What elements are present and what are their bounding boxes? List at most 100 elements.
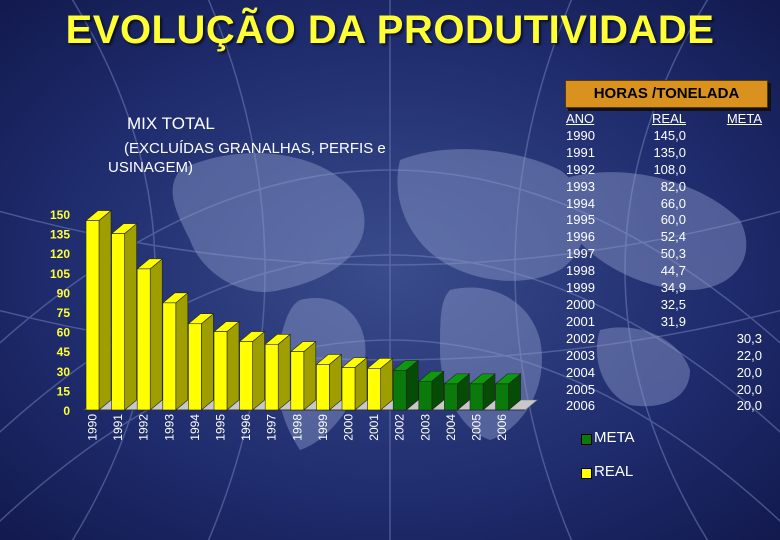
bar-side-real	[226, 320, 240, 411]
bar-side-real	[201, 313, 214, 411]
cell-ano: 1996	[566, 229, 595, 245]
bar-real	[316, 364, 330, 411]
y-tick-label: 0	[63, 404, 70, 418]
x-tick-label: 1999	[316, 414, 330, 441]
cell-real: 108,0	[653, 161, 686, 177]
bar-side-real	[124, 222, 137, 411]
bar-real	[239, 341, 253, 411]
cell-real: 60,0	[660, 212, 686, 228]
cell-ano: 1991	[566, 144, 595, 160]
cell-ano: 1994	[566, 195, 595, 211]
cell-ano: 1990	[566, 127, 595, 143]
mix-title: MIX TOTAL	[127, 114, 215, 133]
cell-meta	[686, 162, 762, 179]
table-row: 2005 20,0	[566, 382, 762, 399]
y-tick-label: 90	[57, 286, 71, 300]
x-tick-label: 2004	[444, 414, 458, 441]
cell-meta	[686, 212, 762, 229]
units-header-box: HORAS /TONELADA	[565, 80, 768, 108]
cell-meta	[686, 179, 762, 196]
x-tick-label: 1991	[111, 414, 125, 441]
cell-real: 44,7	[660, 263, 686, 279]
cell-ano: 2002	[566, 330, 595, 346]
table-row: 1997 50,3	[566, 246, 762, 263]
bar-meta	[469, 383, 484, 411]
bar-real	[85, 220, 100, 411]
table-row: 2000 32,5	[566, 297, 762, 314]
cell-ano: 2001	[566, 313, 595, 329]
x-tick-label: 1993	[162, 414, 176, 441]
table-row: 1993 82,0	[566, 179, 762, 196]
table-row: 1999 34,9	[566, 280, 762, 297]
y-tick-label: 75	[57, 306, 71, 320]
slide-title: EVOLUÇÃO DA PRODUTIVIDADE	[65, 8, 715, 52]
cell-ano: 1992	[566, 161, 595, 177]
bar-real	[367, 368, 381, 411]
x-tick-label: 2000	[342, 414, 356, 441]
cell-meta	[686, 297, 762, 314]
legend-label-real: REAL	[594, 463, 634, 480]
cell-meta	[686, 128, 762, 145]
cell-meta: 20,0	[736, 398, 762, 414]
x-tick-label: 2003	[418, 414, 432, 441]
bar-real	[264, 343, 279, 411]
cell-ano: 2003	[566, 347, 595, 363]
table-row: 1994 66,0	[566, 196, 762, 213]
table-header-row: ANO REAL META	[566, 111, 762, 128]
cell-real	[636, 348, 686, 365]
table-row: 1998 44,7	[566, 263, 762, 280]
table-body: 1990 145,0 1991 135,0 1992 108,0 1993 82,0 1994 6…	[566, 128, 762, 415]
productivity-table: ANO REAL META 1990 145,0 1991 135,0 1992 108,…	[566, 111, 762, 415]
cell-real	[636, 331, 686, 348]
cell-meta: 30,3	[736, 330, 762, 346]
legend-label-meta: META	[594, 429, 635, 446]
cell-ano: 2005	[566, 381, 595, 397]
cell-ano: 2000	[566, 296, 595, 312]
x-tick-label: 1995	[214, 414, 228, 441]
bar-real	[188, 323, 202, 411]
bar-side-real	[277, 333, 291, 411]
bar-side-real	[98, 209, 112, 411]
cell-real: 82,0	[660, 178, 686, 194]
y-tick-label: 150	[50, 208, 70, 222]
cell-real: 66,0	[660, 195, 686, 211]
cell-meta	[686, 196, 762, 213]
cell-meta	[686, 263, 762, 280]
col-header-meta: META	[726, 111, 762, 126]
mix-subtitle: (EXCLUÍDAS GRANALHAS, PERFIS e USINAGEM)	[108, 139, 438, 177]
cell-real	[636, 382, 686, 399]
bar-meta	[495, 383, 509, 411]
table-row: 2004 20,0	[566, 365, 762, 382]
x-tick-label: 2001	[367, 414, 381, 441]
bar-meta	[392, 370, 407, 411]
cell-ano: 1993	[566, 178, 595, 194]
bar-meta	[418, 380, 433, 411]
cell-real: 32,5	[660, 296, 686, 312]
y-tick-label: 60	[57, 326, 71, 340]
cell-meta	[686, 314, 762, 331]
cell-meta	[686, 145, 762, 162]
cell-real	[636, 398, 686, 415]
cell-real: 34,9	[660, 280, 686, 296]
bar-side-real	[252, 330, 265, 411]
table-row: 1991 135,0	[566, 145, 762, 162]
cell-ano: 1995	[566, 212, 595, 228]
x-tick-label: 1996	[239, 414, 253, 441]
col-header-ano: ANO	[566, 111, 595, 126]
x-tick-label: 1997	[265, 414, 279, 441]
table-row: 1992 108,0	[566, 162, 762, 179]
cell-real: 135,0	[653, 144, 686, 160]
bar-side-real	[149, 258, 163, 411]
cell-ano: 1997	[566, 246, 595, 262]
col-header-real: REAL	[652, 111, 686, 126]
bar-real	[111, 233, 125, 411]
cell-real: 52,4	[660, 229, 686, 245]
table-row: 1996 52,4	[566, 229, 762, 246]
x-tick-label: 2002	[393, 414, 407, 441]
cell-real: 31,9	[660, 313, 686, 329]
bar-real	[341, 367, 356, 411]
x-tick-label: 1994	[188, 414, 202, 441]
table-row: 2006 20,0	[566, 398, 762, 415]
cell-real	[636, 365, 686, 382]
